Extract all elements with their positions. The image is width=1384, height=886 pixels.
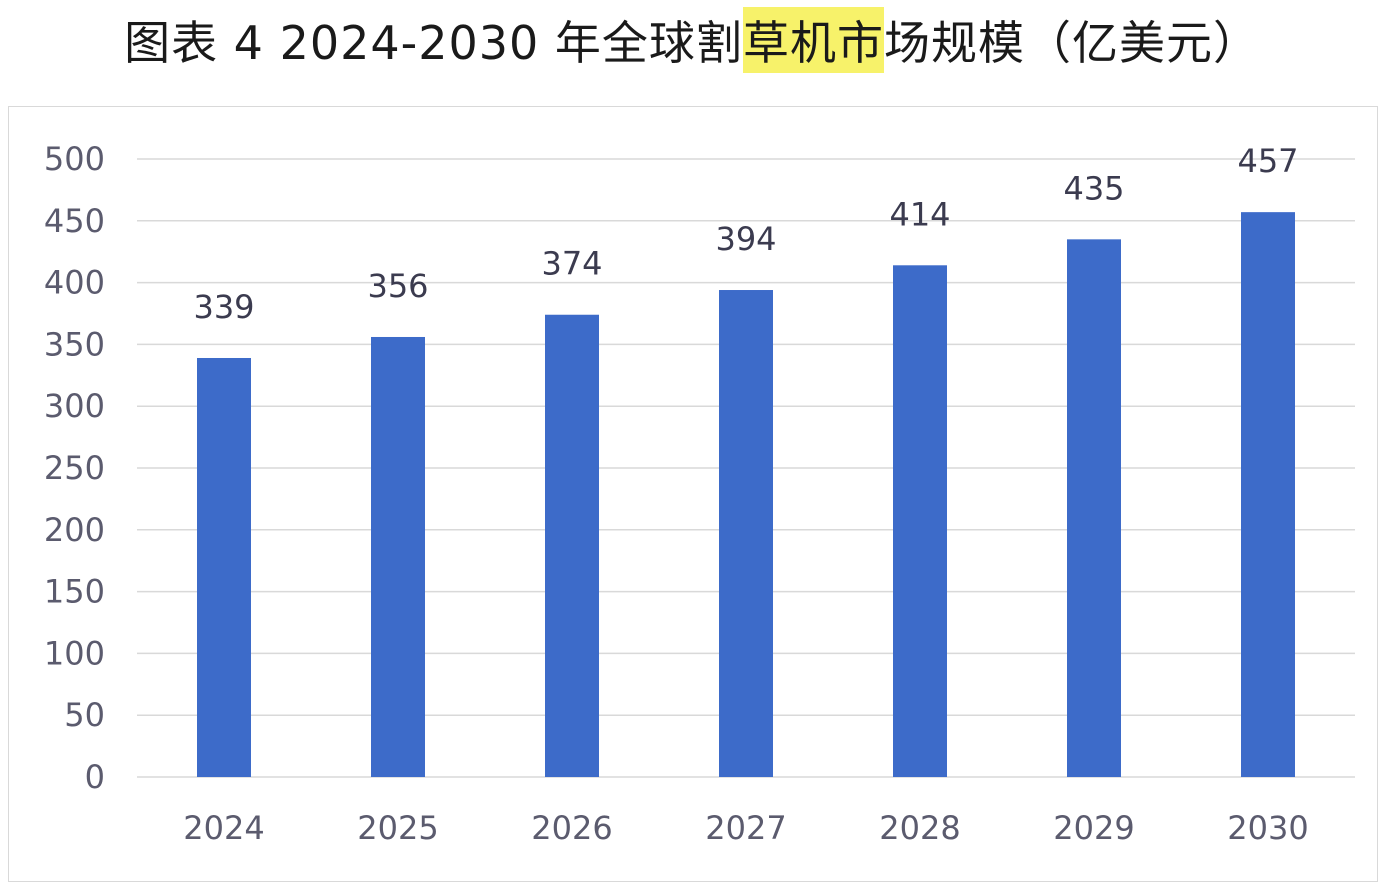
y-tick-label: 400 (44, 264, 105, 302)
data-label: 414 (889, 195, 950, 233)
y-tick-label: 450 (44, 202, 105, 240)
bar (197, 357, 251, 777)
y-tick-label: 500 (44, 140, 105, 178)
y-tick-label: 300 (44, 387, 105, 425)
y-tick-label: 350 (44, 325, 105, 363)
data-label: 339 (193, 288, 254, 326)
x-tick-label: 2029 (1053, 809, 1134, 847)
y-tick-label: 150 (44, 573, 105, 611)
y-tick-label: 250 (44, 449, 105, 487)
data-label: 435 (1063, 169, 1124, 207)
bar (1067, 239, 1121, 778)
x-tick-label: 2024 (183, 809, 264, 847)
bar (1241, 212, 1295, 777)
data-label: 394 (715, 220, 776, 258)
bar (893, 265, 947, 777)
y-tick-label: 200 (44, 511, 105, 549)
bar (719, 290, 773, 777)
y-tick-label: 0 (85, 758, 105, 796)
x-tick-label: 2025 (357, 809, 438, 847)
bar-chart: 0 50 100 150 200 250 300 350 400 450 500 339 2024 356… (44, 140, 1355, 847)
y-tick-label: 50 (64, 696, 105, 734)
data-label: 374 (541, 245, 602, 283)
title-prefix: 图表 4 2024-2030 年全球割 (124, 16, 743, 70)
x-tick-label: 2026 (531, 809, 612, 847)
x-tick-label: 2028 (879, 809, 960, 847)
chart-title: 图表 4 2024-2030 年全球割 草机市 场规模（亿美元） (0, 0, 1384, 80)
x-tick-label: 2027 (705, 809, 786, 847)
bar (371, 336, 425, 777)
title-highlight: 草机市 (742, 7, 884, 73)
chart-area: 0 50 100 150 200 250 300 350 400 450 500 339 2024 356… (8, 106, 1378, 882)
y-tick-label: 100 (44, 634, 105, 672)
data-label: 356 (367, 267, 428, 305)
bar (545, 314, 599, 777)
x-tick-label: 2030 (1227, 809, 1308, 847)
title-suffix: 场规模（亿美元） (883, 16, 1260, 70)
data-label: 457 (1237, 142, 1298, 180)
